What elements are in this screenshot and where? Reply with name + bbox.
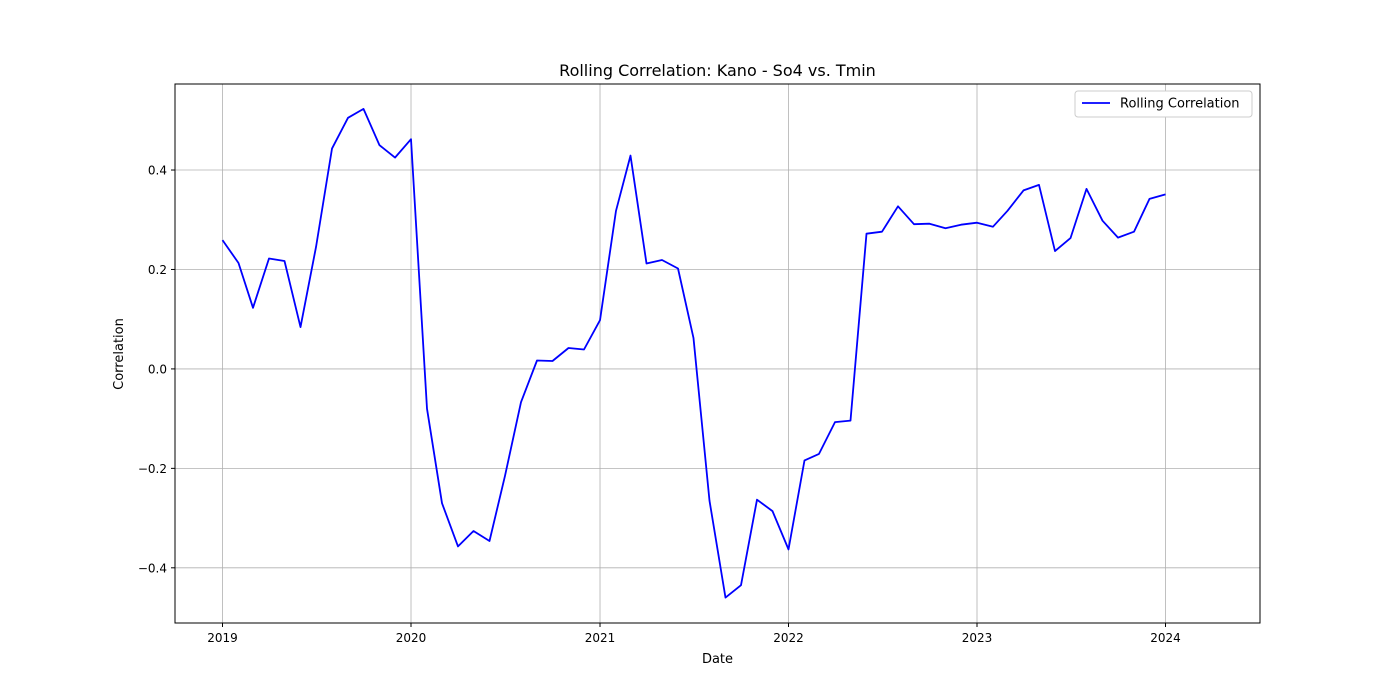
- legend-box: [1074, 90, 1253, 118]
- chart-title: Rolling Correlation: Kano - So4 vs. Tmin: [559, 61, 876, 80]
- x-tick-label: 2024: [1150, 631, 1181, 645]
- y-tick-label: −0.2: [138, 462, 167, 476]
- y-axis-label: Correlation: [112, 318, 127, 390]
- x-tick-label: 2022: [773, 631, 804, 645]
- x-tick-label: 2019: [207, 631, 238, 645]
- x-tick-label: 2020: [396, 631, 427, 645]
- y-tick-label: −0.4: [138, 561, 167, 575]
- y-tick-label: 0.0: [148, 362, 167, 376]
- x-tick-label: 2023: [962, 631, 993, 645]
- axis-ticks: 2019 2020 2021 2022 2023 2024 −0.4 −0.2 0.0 0.2 0.…: [138, 164, 1181, 645]
- x-axis-label: Date: [702, 652, 733, 667]
- x-tick-label: 2021: [585, 631, 616, 645]
- y-tick-label: 0.2: [148, 263, 167, 277]
- grid: [175, 84, 1260, 623]
- y-tick-label: 0.4: [148, 164, 167, 178]
- legend: Rolling Correlation: [1074, 90, 1253, 118]
- series-line-rolling-correlation: [221, 108, 1166, 599]
- legend-label: Rolling Correlation: [1120, 97, 1240, 112]
- plot-frame: [174, 83, 1261, 624]
